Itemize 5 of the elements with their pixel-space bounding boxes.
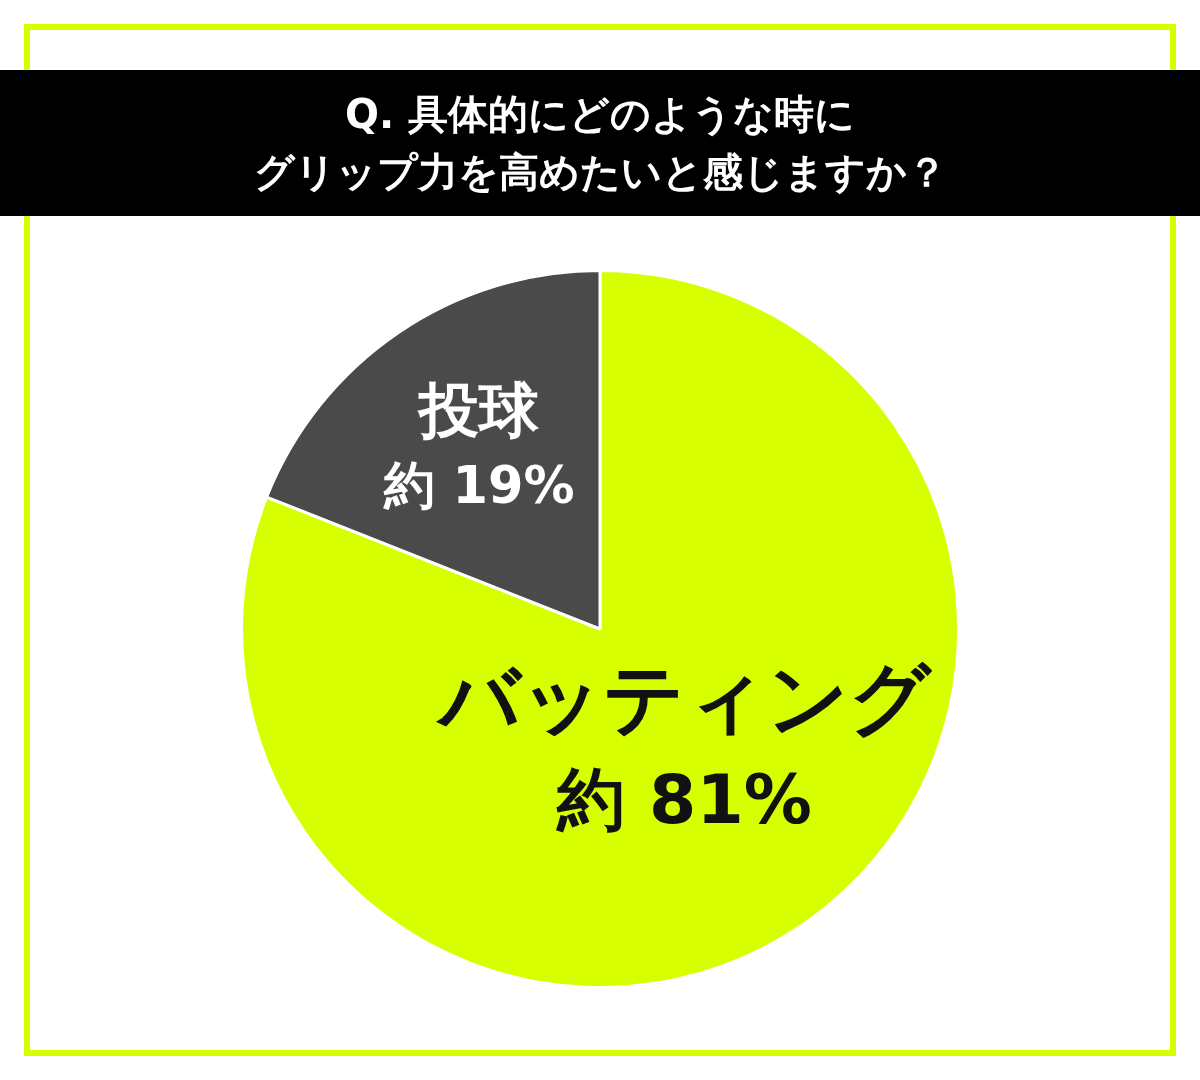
data-label: 約 19%: [382, 456, 575, 516]
slice-label: バッティング: [434, 652, 933, 746]
data-label: 約 81%: [555, 760, 812, 840]
chart-title: Q. 具体的にどのような時にグリップ力を高めたいと感じますか？: [252, 90, 948, 197]
slice-label: 投球: [417, 374, 541, 445]
